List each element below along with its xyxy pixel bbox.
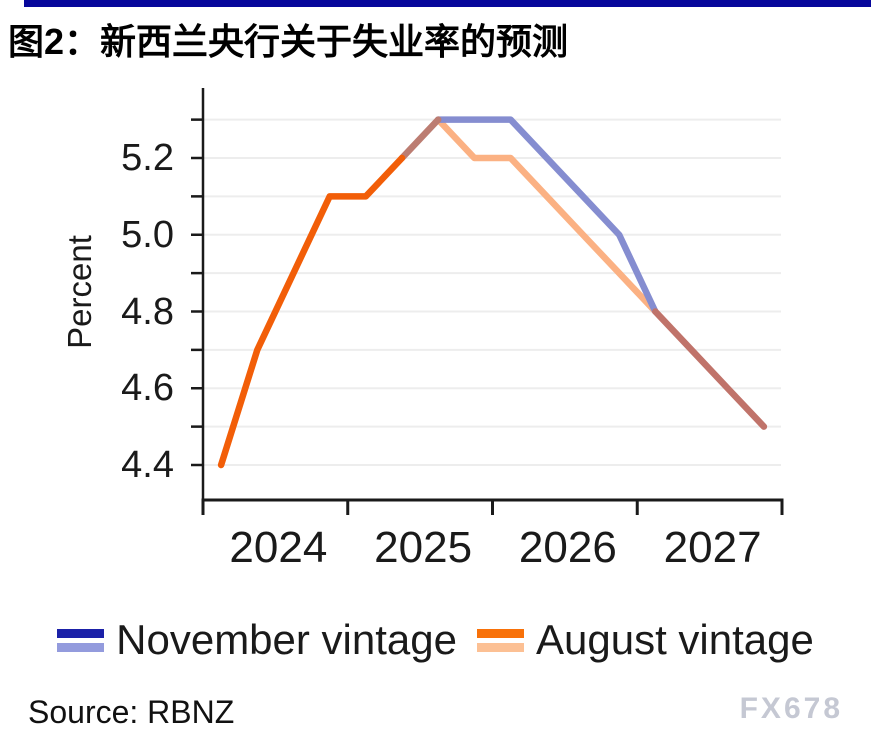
figure-title: 图2：新西兰央行关于失业率的预测: [8, 21, 569, 62]
legend-item-august-vintage: August vintage: [476, 616, 814, 664]
x-tick-label: 2025: [374, 523, 473, 572]
legend-swatch-actual-bar: [476, 628, 524, 638]
legend-swatch-forecast-bar: [476, 642, 524, 652]
legend-swatch: [476, 628, 524, 652]
series-segment-august-forecast: [434, 116, 659, 315]
y-tick-label: 4.6: [121, 367, 174, 410]
y-tick-label: 4.8: [121, 290, 174, 333]
source-note: Source: RBNZ: [28, 694, 235, 730]
chart-legend: November vintage August vintage: [0, 616, 871, 664]
x-tick-label: 2024: [229, 523, 328, 572]
legend-swatch-forecast-bar: [57, 642, 105, 652]
series-segment-overlap-rise: [398, 116, 442, 162]
legend-label: November vintage: [116, 616, 457, 663]
series-segment-november-forecast: [434, 116, 659, 315]
x-tick-label: 2026: [518, 523, 617, 572]
y-tick-label: 5.0: [121, 213, 174, 256]
legend-swatch-actual-bar: [57, 628, 105, 638]
legend-label: August vintage: [535, 616, 814, 663]
series-segment-overlap-merged-decline: [652, 308, 768, 430]
watermark: FX678: [739, 692, 843, 725]
legend-item-november-vintage: November vintage: [57, 616, 457, 664]
y-tick-label: 5.2: [121, 137, 174, 179]
series-segment-actual-history: [217, 154, 406, 469]
legend-swatch: [57, 628, 105, 652]
x-tick-label: 2027: [663, 523, 762, 572]
y-tick-label: 4.4: [121, 444, 174, 486]
accent-bar: [24, 0, 871, 7]
y-axis-title: Percent: [61, 235, 98, 349]
